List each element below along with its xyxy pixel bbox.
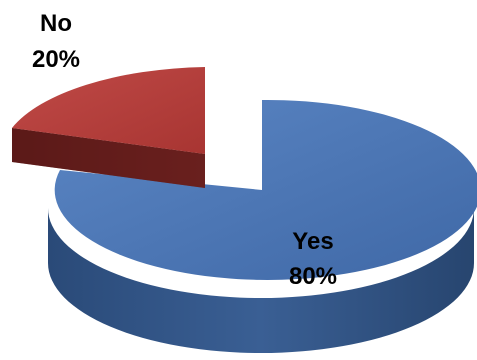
slice-yes-value-label: 80% <box>289 263 337 290</box>
slice-yes-label: Yes <box>292 228 333 255</box>
slice-yes: Yes 80% <box>48 99 477 353</box>
slice-no-value-label: 20% <box>32 46 80 73</box>
slice-no-label: No <box>40 10 72 37</box>
slice-no-top <box>12 67 205 154</box>
slice-yes-side <box>48 208 474 353</box>
slice-no-front <box>12 128 205 188</box>
slice-no: No 20% <box>12 10 205 188</box>
slice-yes-top <box>54 99 477 280</box>
